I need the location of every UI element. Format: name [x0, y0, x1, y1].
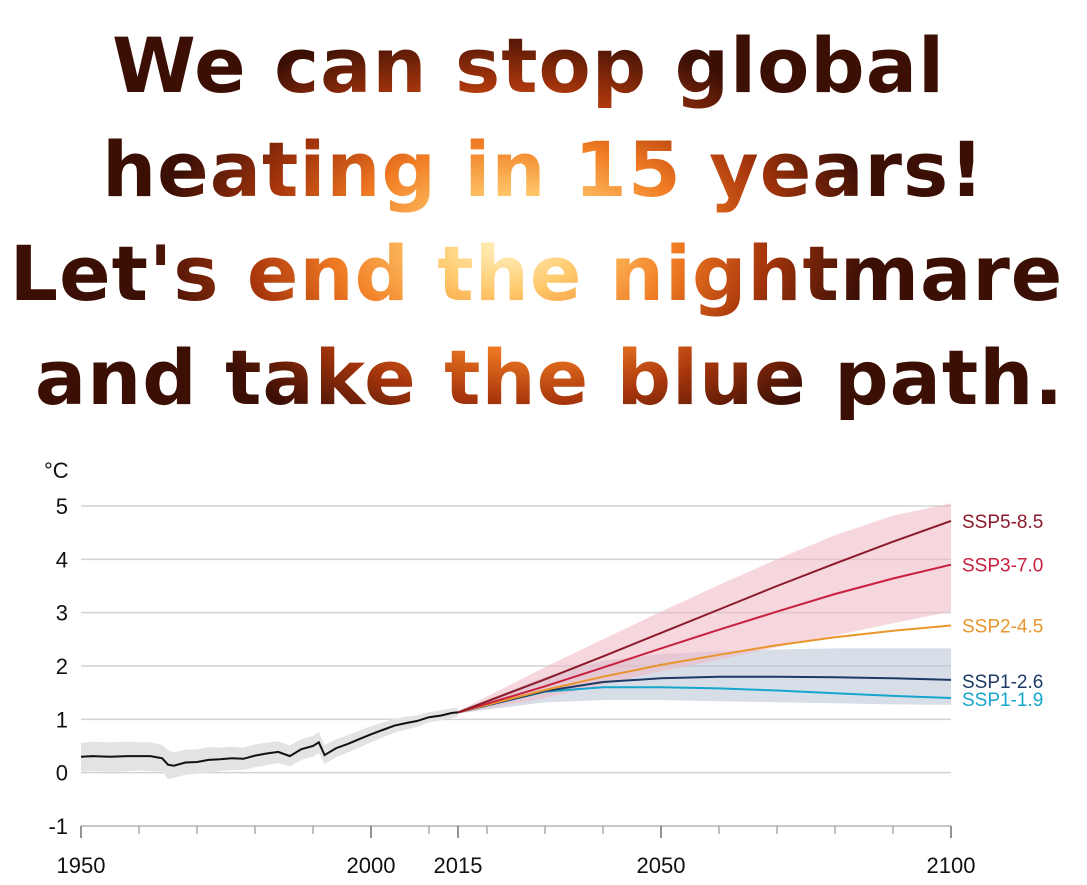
x-axis: 1950 2000 2015 2050 2100: [57, 825, 976, 878]
x-tick-label: 2100: [927, 853, 976, 878]
headline-line-4: and take the blue path.: [12, 326, 1087, 430]
headline: We can stop global heating in 15 years! …: [0, 14, 1087, 430]
y-axis-unit-label: °C: [44, 458, 69, 483]
series-label-ssp3-7-0: SSP3-7.0: [962, 556, 1043, 577]
band-ssp3-7-0: [458, 503, 951, 714]
y-tick-labels: 5 4 3 2 1 0 -1: [48, 494, 68, 839]
series-line-ssp2-4-5: [457, 624, 952, 714]
series-label-ssp5-8-5: SSP5-8.5: [962, 512, 1043, 533]
series-line-ssp5-8-5: [457, 519, 952, 714]
historical-band: [81, 707, 458, 780]
x-tick-label: 1950: [57, 853, 106, 878]
series-label-ssp1-1-9: SSP1-1.9: [962, 690, 1043, 711]
x-tick-label: 2015: [434, 853, 483, 878]
historical-range-band: [81, 707, 458, 780]
y-tick-label: 4: [56, 547, 68, 572]
headline-line-2: heating in 15 years!: [0, 118, 1087, 222]
y-tick-label: 5: [56, 494, 68, 519]
headline-line-3: Let's end the nightmare: [0, 222, 1087, 326]
projection-bands: [458, 503, 951, 714]
x-tick-label: 2050: [637, 853, 686, 878]
series-lines: [80, 519, 952, 767]
temperature-chart: °C 5 4 3 2 1 0 -1 SSP5-8.5 SSP3-7.0 SSP2-4.5 SSP1…: [44, 458, 1043, 878]
y-tick-label: 0: [56, 761, 68, 786]
y-tick-label: 1: [56, 707, 68, 732]
historical-line: [80, 711, 459, 767]
series-line-ssp1-2-6: [457, 675, 952, 714]
x-tick-label: 2000: [347, 853, 396, 878]
y-tick-label: -1: [48, 814, 68, 839]
headline-line-1: We can stop global: [0, 14, 1087, 118]
y-tick-label: 2: [56, 654, 68, 679]
series-line-ssp1-1-9: [457, 686, 952, 714]
band-ssp1-2-6: [458, 648, 951, 714]
series-label-ssp2-4-5: SSP2-4.5: [962, 616, 1043, 637]
series-line-ssp3-7-0: [457, 563, 952, 714]
y-tick-label: 3: [56, 601, 68, 626]
series-label-ssp1-2-6: SSP1-2.6: [962, 672, 1043, 693]
